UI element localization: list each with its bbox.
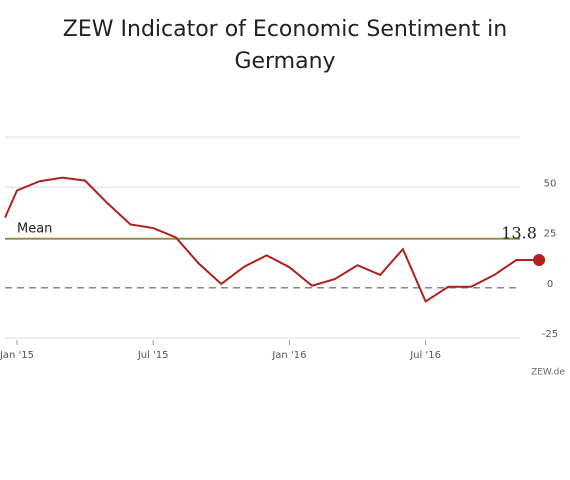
data-line — [4, 176, 540, 303]
y-tick-label: 25 — [544, 229, 557, 240]
last-value-label: 13.8 — [501, 224, 537, 243]
chart-title: ZEW Indicator of Economic Sentiment in Ge… — [63, 17, 507, 74]
y-tick-label: 50 — [544, 178, 557, 189]
mean-label: Mean — [17, 221, 52, 236]
x-tick-label: Jan '16 — [271, 350, 306, 361]
x-tick-label: Jan '15 — [0, 350, 34, 361]
source-label: ZEW.de — [531, 368, 565, 378]
y-tick-label: -25 — [542, 329, 558, 340]
x-tick-label: Jul '15 — [137, 350, 169, 361]
last-point — [533, 254, 546, 267]
y-tick-label: 0 — [547, 279, 553, 290]
x-tick-label: Jul '16 — [409, 350, 441, 361]
